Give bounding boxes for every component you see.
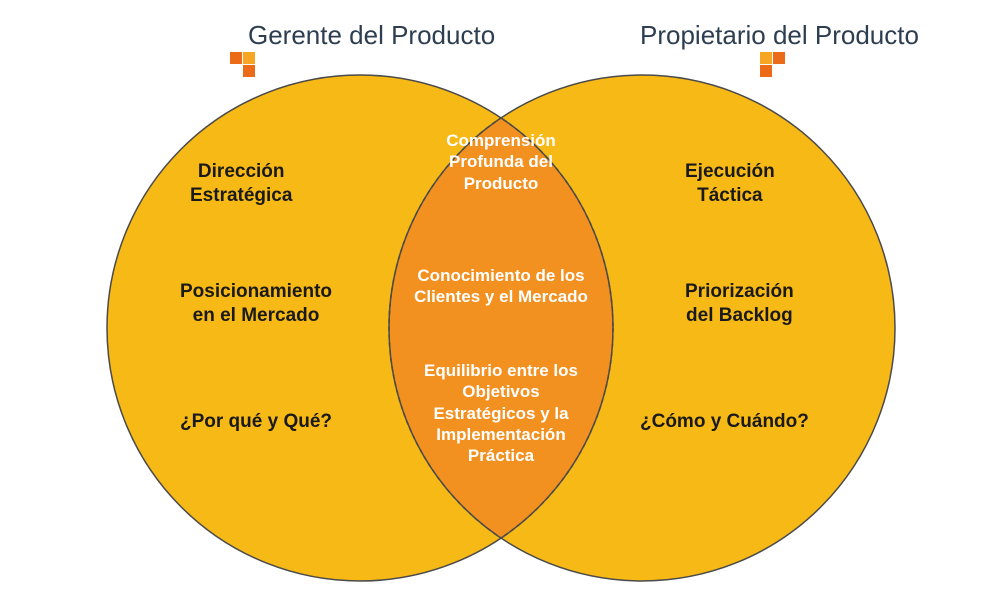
- right-item-1: Priorizacióndel Backlog: [685, 280, 794, 328]
- center-item-2: Equilibrio entre losObjetivosEstratégico…: [401, 360, 601, 466]
- left-item-0: DirecciónEstratégica: [190, 160, 292, 208]
- right-item-0: EjecuciónTáctica: [685, 160, 775, 208]
- center-item-0: ComprensiónProfunda delProducto: [401, 130, 601, 194]
- venn-diagram-container: Gerente del Producto Propietario del Pro…: [0, 0, 1001, 601]
- right-item-2: ¿Cómo y Cuándo?: [640, 410, 809, 434]
- left-item-1: Posicionamientoen el Mercado: [180, 280, 332, 328]
- center-item-1: Conocimiento de losClientes y el Mercado: [401, 265, 601, 308]
- left-item-2: ¿Por qué y Qué?: [180, 410, 332, 434]
